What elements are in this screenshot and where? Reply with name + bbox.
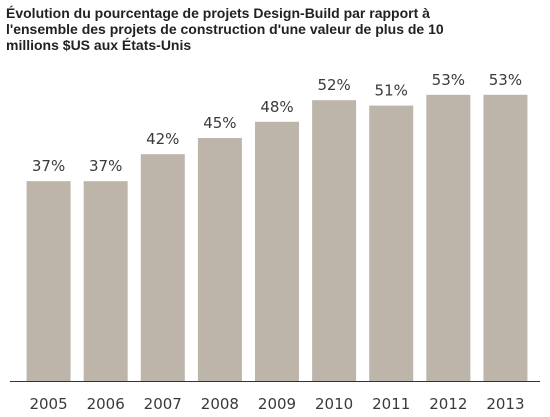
value-label-2011: 51%	[375, 82, 408, 100]
value-label-2013: 53%	[489, 71, 522, 89]
x-tick-label-2013: 2013	[486, 395, 524, 413]
value-label-2009: 48%	[260, 98, 293, 116]
bar-2013	[483, 94, 528, 382]
x-tick-label-2012: 2012	[429, 395, 467, 413]
bar-2010	[312, 100, 357, 381]
value-label-2012: 53%	[432, 71, 465, 89]
chart-title: Évolution du pourcentage de projets Desi…	[6, 5, 536, 53]
value-label-2005: 37%	[32, 157, 65, 175]
value-label-2010: 52%	[317, 76, 350, 94]
x-tick-label-2008: 2008	[201, 395, 239, 413]
x-tick-label-2009: 2009	[258, 395, 296, 413]
value-labels-group: 37% 37% 42% 45% 48% 52% 51% 53% 53%	[32, 71, 522, 175]
x-tick-label-2010: 2010	[315, 395, 353, 413]
bars-group	[26, 94, 528, 382]
x-tick-label-2007: 2007	[144, 395, 182, 413]
x-tick-label-2011: 2011	[372, 395, 410, 413]
bar-2007	[140, 154, 185, 381]
bar-2009	[255, 121, 299, 382]
chart-title-line-2: l'ensemble des projets de construction d…	[6, 21, 444, 37]
bar-2005	[26, 181, 71, 381]
chart-title-line-1: Évolution du pourcentage de projets Desi…	[6, 5, 430, 21]
chart-title-line-3: millions $US aux États-Unis	[6, 37, 192, 53]
value-label-2006: 37%	[89, 157, 122, 175]
bar-2006	[83, 181, 128, 381]
value-label-2008: 45%	[203, 114, 236, 132]
value-label-2007: 42%	[146, 130, 179, 148]
x-tick-labels-group: 2005 2006 2007 2008 2009 2010 2011 2012 2013	[29, 395, 524, 413]
bar-2008	[197, 138, 242, 381]
x-tick-label-2006: 2006	[87, 395, 125, 413]
x-tick-label-2005: 2005	[29, 395, 67, 413]
bar-2012	[426, 94, 471, 382]
bar-2011	[369, 105, 414, 381]
